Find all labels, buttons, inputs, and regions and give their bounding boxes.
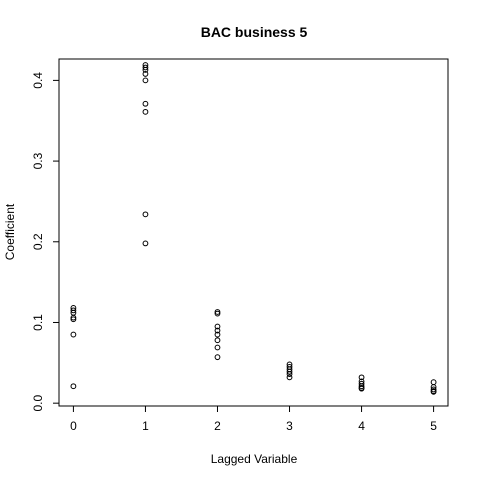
data-point: [286, 371, 293, 378]
y-axis-label: Coefficient: [3, 203, 17, 260]
x-axis-label: Lagged Variable: [211, 452, 298, 466]
x-axis: 0 1 2 3 4 5: [70, 406, 437, 433]
data-point: [70, 383, 77, 390]
data-point: [214, 310, 221, 317]
data-point: [214, 327, 221, 334]
data-point: [286, 374, 293, 381]
data-point: [214, 331, 221, 338]
data-point: [214, 337, 221, 344]
data-point: [430, 388, 437, 395]
x-tick-label: 1: [142, 419, 149, 433]
data-point: [142, 100, 149, 107]
data-point: [142, 64, 149, 71]
data-point: [70, 316, 77, 323]
data-point: [286, 368, 293, 375]
data-point: [430, 379, 437, 386]
data-point: [214, 323, 221, 330]
y-tick-label: 0.0: [31, 395, 45, 412]
x-tick-label: 0: [70, 419, 77, 433]
data-point: [142, 66, 149, 73]
data-point: [358, 374, 365, 381]
x-tick-label: 3: [286, 419, 293, 433]
data-point: [214, 344, 221, 351]
data-point: [142, 77, 149, 84]
y-tick-label: 0.1: [31, 314, 45, 331]
data-point: [358, 385, 365, 392]
data-point: [214, 354, 221, 361]
data-point: [70, 307, 77, 314]
plot-frame: [58, 58, 449, 407]
y-tick-label: 0.2: [31, 233, 45, 250]
data-point: [142, 71, 149, 77]
y-tick-label: 0.3: [31, 152, 45, 169]
x-tick-label: 2: [214, 419, 221, 433]
y-axis: 0.0 0.1 0.2 0.3 0.4: [31, 72, 59, 412]
data-point: [142, 211, 149, 218]
data-point: [142, 240, 149, 247]
data-points: [70, 62, 437, 395]
data-point: [142, 108, 149, 115]
x-tick-label: 4: [358, 419, 365, 433]
chart-title: BAC business 5: [201, 24, 308, 40]
data-point: [70, 331, 77, 338]
y-tick-label: 0.4: [31, 72, 45, 89]
x-tick-label: 5: [430, 419, 437, 433]
